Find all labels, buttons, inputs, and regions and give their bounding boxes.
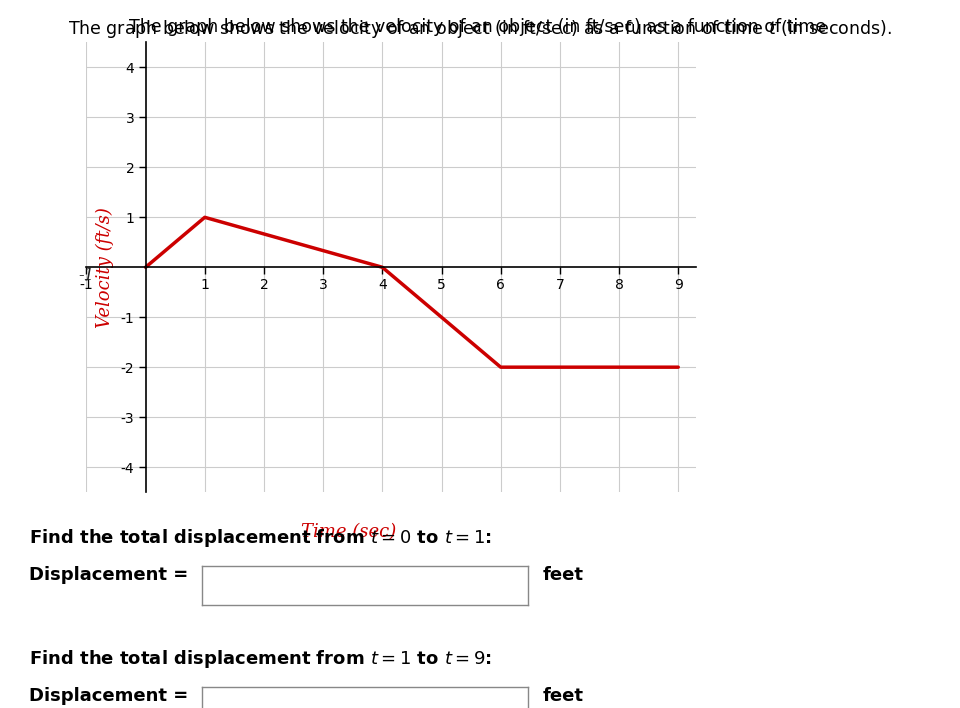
Text: feet: feet	[542, 566, 584, 584]
Text: The graph below shows the velocity of an object (in ft/sec) as a function of tim: The graph below shows the velocity of an…	[68, 18, 892, 40]
X-axis label: Time (sec): Time (sec)	[300, 523, 396, 542]
Text: -1: -1	[79, 267, 94, 285]
Text: Displacement =: Displacement =	[29, 687, 188, 704]
Text: Displacement =: Displacement =	[29, 566, 188, 584]
Text: The graph below shows the velocity of an object (in ft/sec) as a function of tim: The graph below shows the velocity of an…	[129, 18, 831, 35]
Y-axis label: Velocity (ft/s): Velocity (ft/s)	[96, 207, 114, 328]
Text: Find the total displacement from $t = 0$ to $t = 1$:: Find the total displacement from $t = 0$…	[29, 527, 492, 549]
Text: feet: feet	[542, 687, 584, 704]
Text: Find the total displacement from $t = 1$ to $t = 9$:: Find the total displacement from $t = 1$…	[29, 648, 492, 670]
